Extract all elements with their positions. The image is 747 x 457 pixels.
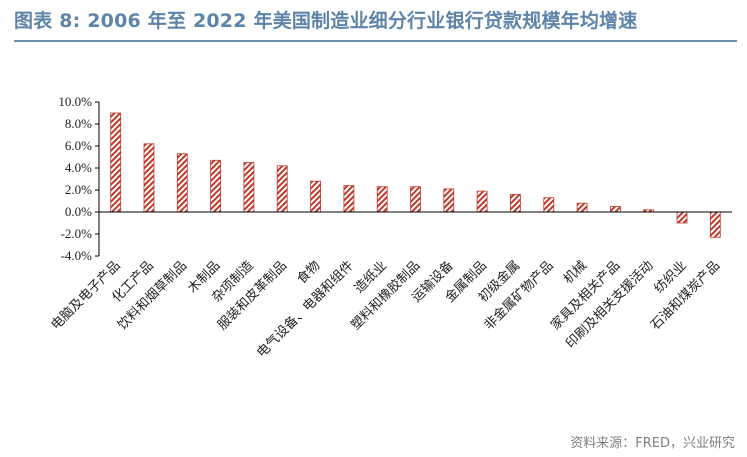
y-tick-label: 10.0%: [58, 94, 92, 109]
bar: [476, 190, 488, 213]
bar: [343, 185, 355, 213]
y-tick-label: -2.0%: [61, 226, 93, 241]
bar: [110, 112, 122, 213]
bar: [676, 211, 688, 224]
y-tick-label: 8.0%: [65, 116, 92, 131]
bar: [443, 188, 455, 213]
bar: [543, 197, 555, 213]
y-tick-label: 2.0%: [65, 182, 92, 197]
y-tick-label: 4.0%: [65, 160, 92, 175]
bar: [143, 143, 155, 213]
bar: [709, 211, 721, 238]
bar: [376, 186, 388, 213]
title-divider: [14, 40, 737, 42]
bar: [576, 202, 588, 213]
bar: [310, 180, 322, 213]
category-label: 食物: [294, 258, 324, 288]
category-label: 机械: [561, 258, 590, 287]
y-axis: -4.0% -2.0% 0.0% 2.0% 4.0% 6.0% 8.0% 10.0%: [58, 94, 100, 263]
bar-chart: -4.0% -2.0% 0.0% 2.0% 4.0% 6.0% 8.0% 10.0% 电脑及电…: [49, 94, 732, 361]
source-note: 资料来源：FRED，兴业研究: [570, 436, 735, 451]
bar: [276, 165, 288, 213]
bar: [509, 193, 521, 213]
bar: [243, 162, 255, 213]
y-tick-label: 0.0%: [65, 204, 92, 219]
chart-title: 图表 8: 2006 年至 2022 年美国制造业细分行业银行贷款规模年均增速: [14, 10, 638, 32]
bars: [110, 112, 721, 238]
bar: [410, 186, 421, 213]
bar: [610, 206, 621, 213]
bar: [176, 153, 188, 213]
y-tick-label: 6.0%: [65, 138, 92, 153]
bar: [210, 159, 222, 213]
y-tick-label: -4.0%: [61, 248, 93, 263]
